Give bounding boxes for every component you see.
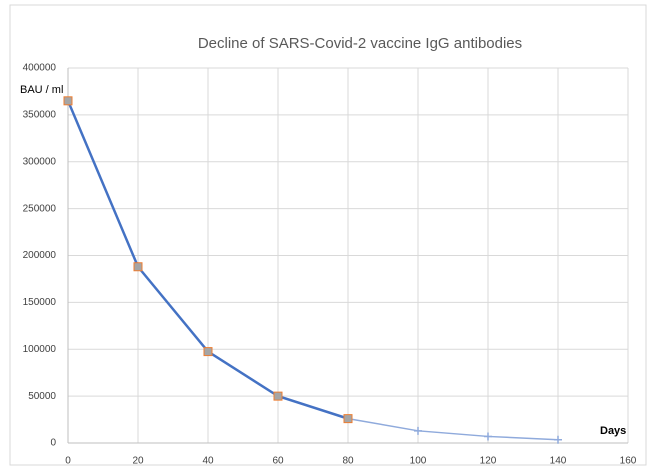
y-tick-label: 350000 <box>23 110 57 121</box>
y-tick-label: 100000 <box>23 344 57 355</box>
x-tick-label: 80 <box>342 456 354 467</box>
x-tick-label: 100 <box>410 456 427 467</box>
marker <box>63 96 73 106</box>
x-axis-label: Days <box>600 425 626 437</box>
y-tick-label: 250000 <box>23 203 57 214</box>
y-tick-label: 400000 <box>23 63 57 74</box>
marker <box>133 262 143 272</box>
x-tick-label: 60 <box>272 456 284 467</box>
chart-border <box>9 4 647 466</box>
x-tick-label: 0 <box>65 456 71 467</box>
y-tick-label: 150000 <box>23 297 57 308</box>
x-tick-label: 120 <box>480 456 497 467</box>
y-tick-label: 50000 <box>28 391 56 402</box>
y-axis-label: BAU / ml <box>20 84 63 96</box>
x-tick-label: 40 <box>202 456 214 467</box>
marker <box>484 432 492 441</box>
marker <box>554 435 562 444</box>
marker <box>273 391 283 401</box>
chart-title: Decline of SARS-Covid-2 vaccine IgG anti… <box>198 35 522 52</box>
y-tick-label: 200000 <box>23 250 57 261</box>
marker <box>203 347 213 357</box>
marker <box>343 414 353 424</box>
marker <box>414 426 422 435</box>
y-tick-label: 300000 <box>23 156 57 167</box>
x-tick-label: 160 <box>620 456 637 467</box>
x-tick-label: 20 <box>132 456 144 467</box>
y-tick-label: 0 <box>50 438 56 449</box>
x-tick-label: 140 <box>550 456 567 467</box>
